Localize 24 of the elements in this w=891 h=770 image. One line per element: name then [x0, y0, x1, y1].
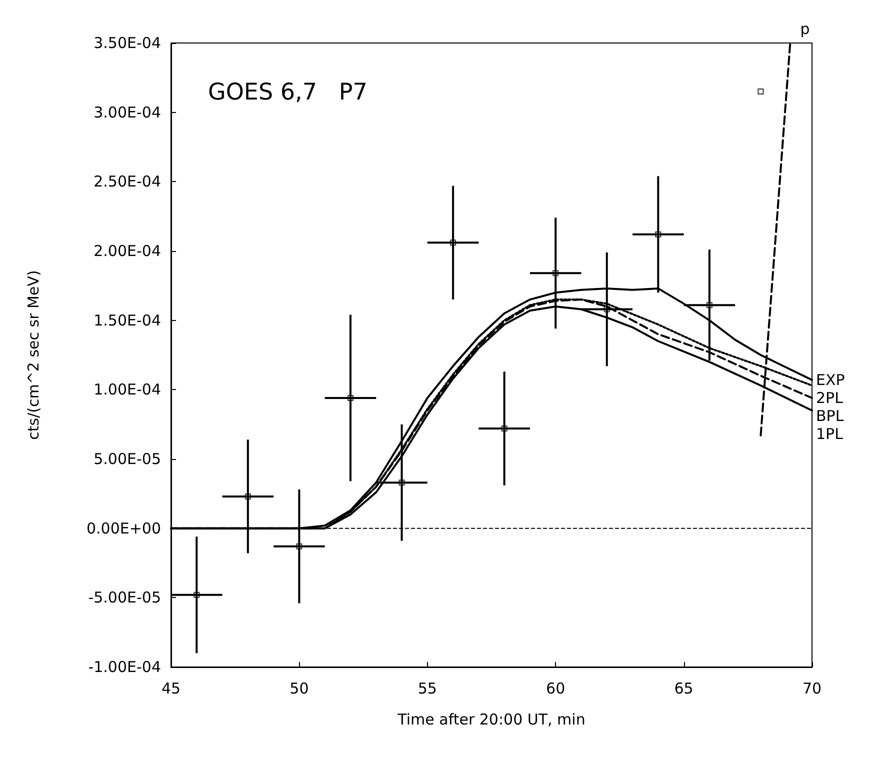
- series-label: p: [800, 20, 810, 38]
- y-tick-label: -5.00E-05: [88, 588, 161, 607]
- x-tick-label: 55: [418, 680, 437, 698]
- y-tick-label: 2.50E-04: [94, 172, 161, 191]
- x-tick-label: 45: [161, 680, 181, 698]
- series-label: EXP: [816, 370, 845, 389]
- series-label: 1PL: [816, 424, 844, 443]
- y-tick-label: 5.00E-05: [94, 450, 161, 468]
- x-tick-label: 70: [802, 680, 822, 698]
- y-tick-label: 3.50E-04: [94, 34, 161, 52]
- y-axis-title: cts/(cm^2 sec sr MeV): [24, 270, 42, 440]
- text: GOES 6,7 P7: [208, 80, 368, 106]
- y-tick-label: 1.00E-04: [94, 380, 161, 399]
- x-tick-label: 50: [290, 680, 309, 698]
- y-tick-label: 0.00E+00: [86, 519, 161, 538]
- y-tick-label: 1.50E-04: [94, 311, 161, 330]
- series-label: BPL: [816, 406, 844, 425]
- x-axis-title: Time after 20:00 UT, min: [396, 710, 586, 728]
- series-label: 2PL: [816, 388, 844, 407]
- y-tick-label: 2.00E-04: [94, 242, 161, 260]
- x-tick-label: 65: [674, 680, 694, 698]
- x-tick-label: 60: [546, 680, 566, 698]
- y-tick-label: 3.00E-04: [94, 103, 161, 122]
- y-tick-label: -1.00E-04: [88, 658, 161, 676]
